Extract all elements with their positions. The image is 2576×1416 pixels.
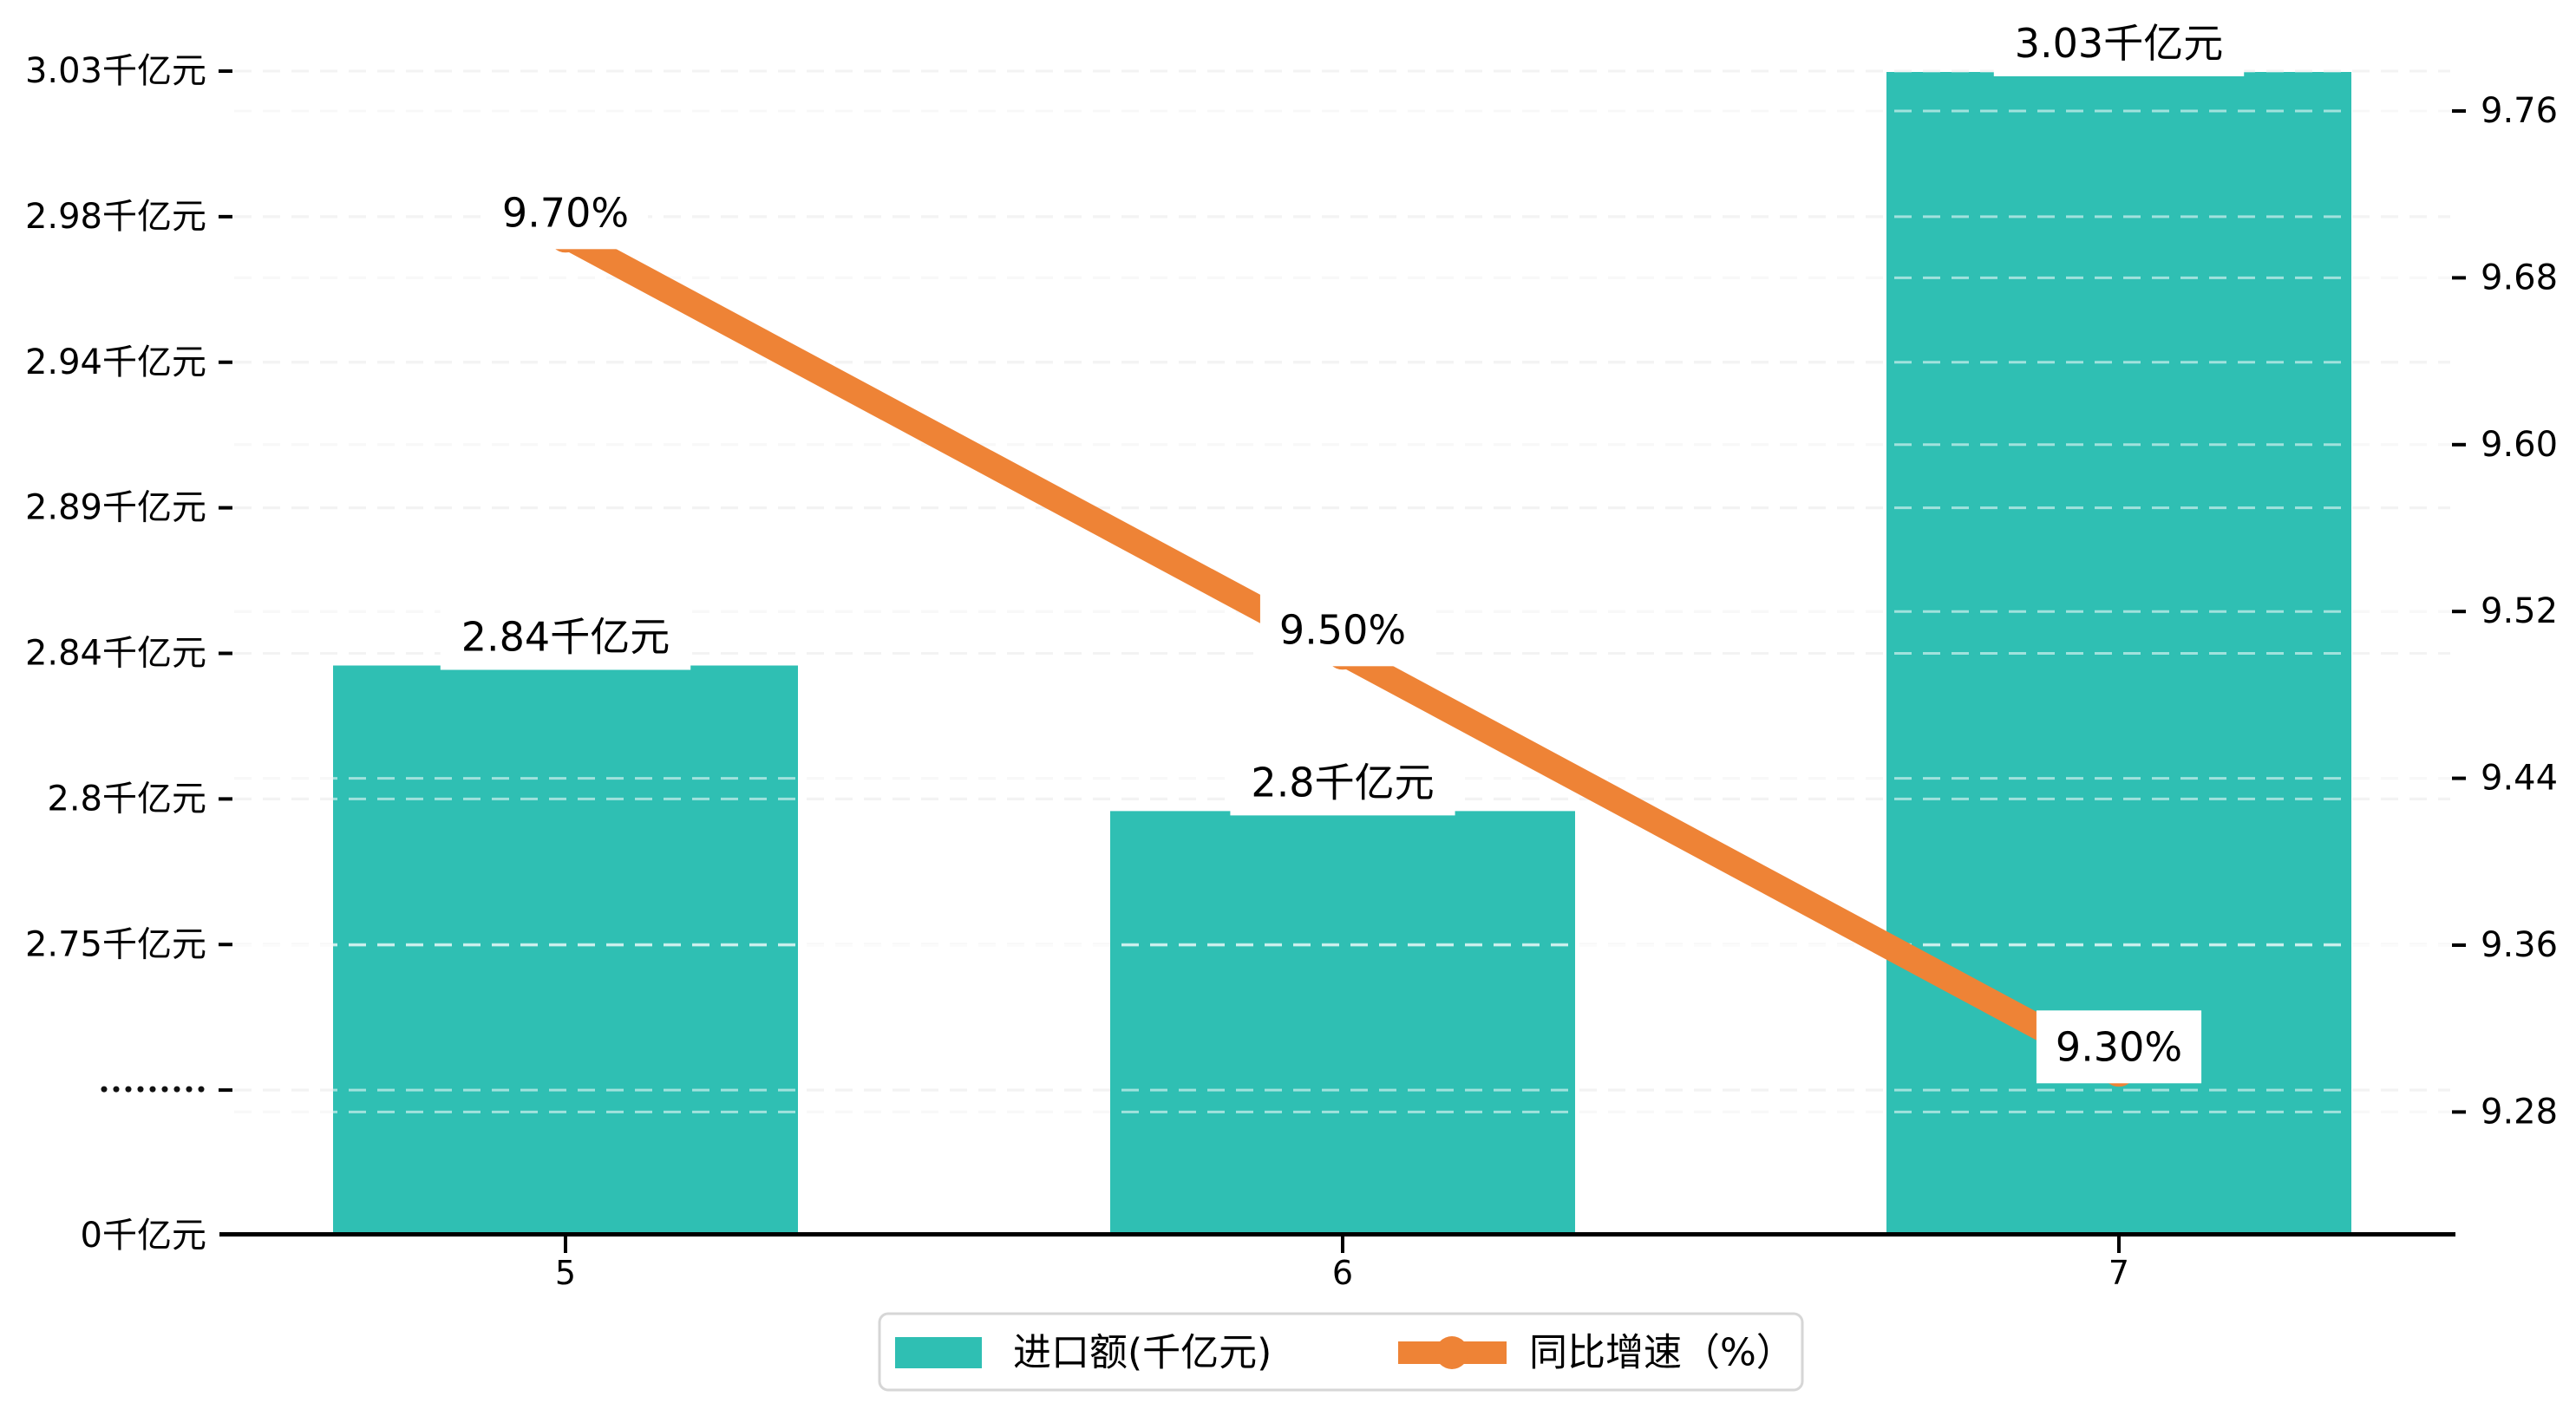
axis-break-dot — [137, 1086, 144, 1093]
bar-value-label-group: 2.84千亿元 — [440, 604, 691, 670]
x-axis-tick — [1341, 1237, 1344, 1253]
left-axis-tick — [219, 797, 232, 801]
legend-label-imports: 进口额(千亿元) — [1013, 1331, 1272, 1375]
legend-bar-swatch-icon — [895, 1337, 982, 1368]
right-axis-tick — [2452, 776, 2466, 780]
x-axis-tick-label: 5 — [555, 1254, 576, 1292]
right-axis-tick-label: 9.68 — [2481, 258, 2558, 297]
bar-value-label-background — [1993, 10, 2245, 76]
bar-value-label-group: 3.03千亿元 — [1993, 10, 2245, 76]
x-axis-line — [219, 1232, 2455, 1237]
right-axis-tick-label: 9.28 — [2481, 1092, 2558, 1132]
left-axis-tick-label: 2.84千亿元 — [25, 634, 206, 674]
line-value-label-group: 9.70% — [482, 176, 649, 250]
bar-value-label: 2.84千亿元 — [461, 614, 670, 661]
axis-break-dot — [113, 1086, 120, 1093]
bar-value-label-background — [440, 604, 691, 670]
left-axis-tick — [219, 214, 232, 219]
right-axis-tick — [2452, 610, 2466, 614]
right-axis-tick — [2452, 943, 2466, 947]
axis-break-dot — [149, 1086, 156, 1093]
left-axis-tick — [219, 506, 232, 510]
axis-break-dot — [173, 1086, 180, 1093]
left-axis-tick — [219, 943, 232, 947]
axis-break-dot — [125, 1086, 132, 1093]
legend-label-growth: 同比增速（%） — [1529, 1331, 1795, 1375]
axis-break-dot — [101, 1086, 108, 1093]
line-value-label-group: 9.30% — [2036, 1010, 2202, 1084]
axes — [219, 1232, 2455, 1237]
left-axis-tick-label: 2.75千亿元 — [25, 924, 206, 964]
axis-break-dot — [161, 1086, 168, 1093]
left-axis-tick-label: 2.94千亿元 — [25, 343, 206, 382]
bar-month-6 — [1110, 811, 1575, 1234]
left-axis: 0千亿元 2.75千亿元 2.8千亿元 2.84千亿元 2.89千亿元 2.94千亿元 2.… — [25, 51, 232, 1256]
line-value-label: 9.30% — [2056, 1023, 2182, 1070]
right-axis-tick-label: 9.52 — [2481, 591, 2558, 631]
bar-value-label-group: 2.8千亿元 — [1230, 749, 1455, 816]
left-axis-tick-label: 0千亿元 — [81, 1216, 206, 1256]
x-axis-tick — [2117, 1237, 2121, 1253]
x-axis-tick-label: 6 — [1332, 1254, 1353, 1292]
left-axis-tick — [219, 69, 232, 73]
x-axis: 5 6 7 — [555, 1237, 2129, 1292]
right-axis-tick — [2452, 276, 2466, 280]
line-value-label: 9.70% — [502, 189, 629, 236]
left-axis-tick-label: 2.98千亿元 — [25, 197, 206, 237]
left-axis-tick-label: 2.89千亿元 — [25, 488, 206, 528]
bar-value-label: 2.8千亿元 — [1251, 759, 1434, 806]
right-axis-tick-label: 9.76 — [2481, 91, 2558, 131]
right-axis-tick — [2452, 109, 2466, 113]
axis-break-dot — [186, 1086, 193, 1093]
line-value-label-group: 9.50% — [1259, 593, 1426, 667]
legend-line-dot-icon — [1435, 1336, 1468, 1369]
line-value-label-background — [1259, 593, 1426, 667]
line-value-label-background — [2036, 1010, 2202, 1084]
legend-item-imports[interactable]: 进口额(千亿元) — [895, 1331, 1272, 1375]
right-axis-tick-label: 9.44 — [2481, 759, 2558, 799]
right-axis-tick — [2452, 1110, 2466, 1114]
left-axis-tick-label: 3.03千亿元 — [25, 51, 206, 91]
line-value-label-background — [482, 176, 649, 250]
left-axis-tick-label: 2.8千亿元 — [47, 779, 206, 819]
left-axis-tick — [219, 1088, 232, 1093]
axis-break-dot — [198, 1086, 205, 1093]
line-value-label: 9.50% — [1279, 606, 1406, 653]
legend: 进口额(千亿元) 同比增速（%） — [878, 1312, 1804, 1392]
bar-value-label-background — [1230, 749, 1455, 816]
right-axis-tick-label: 9.60 — [2481, 425, 2558, 465]
left-axis-tick — [219, 651, 232, 656]
x-axis-tick-label: 7 — [2109, 1254, 2129, 1292]
legend-item-growth[interactable]: 同比增速（%） — [1398, 1331, 1795, 1375]
bar-month-5 — [333, 665, 798, 1234]
legend-box — [878, 1312, 1804, 1392]
right-axis-tick — [2452, 442, 2466, 447]
left-axis-tick — [219, 360, 232, 364]
right-axis-tick-label: 9.36 — [2481, 925, 2558, 965]
bar-value-label: 3.03千亿元 — [2015, 20, 2223, 67]
right-axis: 9.76 9.68 9.60 9.52 9.44 9.36 9.28 — [2452, 91, 2558, 1132]
x-axis-tick — [564, 1237, 567, 1253]
